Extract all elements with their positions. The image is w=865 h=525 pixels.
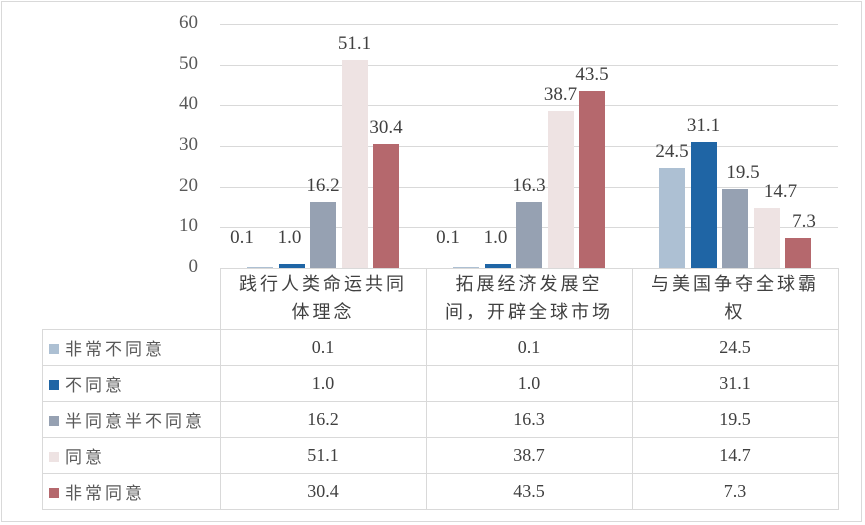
legend-entry: 非常不同意 xyxy=(42,329,221,366)
data-label: 38.7 xyxy=(543,83,578,105)
table-cell: 19.5 xyxy=(631,401,839,438)
bar-1 xyxy=(690,141,717,268)
y-tick-label: 60 xyxy=(179,12,198,33)
legend-entry: 半同意半不同意 xyxy=(42,401,221,438)
y-tick-label: 30 xyxy=(179,134,198,155)
bar-3 xyxy=(753,208,780,268)
table-row: 不同意 1.0 1.0 31.1 xyxy=(42,365,839,402)
gridline xyxy=(220,186,838,188)
table-cell: 14.7 xyxy=(631,437,839,474)
legend-entry: 同意 xyxy=(42,437,221,474)
bar-4 xyxy=(785,238,811,268)
data-label: 0.1 xyxy=(436,227,460,248)
bar-4 xyxy=(373,144,399,268)
data-label: 19.5 xyxy=(726,161,760,183)
data-label: 24.5 xyxy=(655,141,689,163)
gridline xyxy=(220,24,838,25)
table-row: 同意 51.1 38.7 14.7 xyxy=(42,437,839,474)
legend-swatch-icon xyxy=(49,344,59,354)
y-tick-label: 0 xyxy=(188,256,199,277)
table-row: 非常同意 30.4 43.5 7.3 xyxy=(42,473,839,510)
table-row: 半同意半不同意 16.2 16.3 19.5 xyxy=(42,401,839,438)
bar-1 xyxy=(484,263,511,268)
data-label: 0.1 xyxy=(230,227,254,248)
table-cell: 0.1 xyxy=(425,329,633,366)
bar-2 xyxy=(310,202,336,268)
bar-3 xyxy=(341,60,368,268)
table-cell: 43.5 xyxy=(425,473,633,510)
gridline xyxy=(220,146,838,147)
table-cell: 24.5 xyxy=(631,329,839,366)
gridline xyxy=(220,105,838,107)
legend-entry: 非常同意 xyxy=(42,473,221,510)
data-label: 14.7 xyxy=(763,181,798,203)
y-tick-label: 40 xyxy=(179,93,198,115)
y-tick-label: 50 xyxy=(179,52,198,74)
table-header-row: 践行人类命运共同 体理念 拓展经济发展空 间，开辟全球市场 与美国争夺全球霸权 xyxy=(42,268,839,330)
data-label: 51.1 xyxy=(337,33,372,55)
table-cell: 38.7 xyxy=(425,437,633,474)
data-label: 1.0 xyxy=(277,227,302,248)
bar-2 xyxy=(516,201,542,268)
legend-swatch-icon xyxy=(49,452,59,462)
table-cell: 7.3 xyxy=(631,473,839,510)
gridline xyxy=(220,64,838,66)
data-label: 43.5 xyxy=(575,64,609,86)
data-label: 7.3 xyxy=(792,211,816,233)
bar-4 xyxy=(579,91,605,268)
table-row: 非常不同意 0.1 0.1 24.5 xyxy=(42,329,839,366)
legend-swatch-icon xyxy=(49,488,59,498)
table-cell: 1.0 xyxy=(425,365,633,402)
bar-0 xyxy=(659,168,685,268)
legend-entry: 不同意 xyxy=(42,365,221,402)
data-label: 1.0 xyxy=(483,227,508,248)
y-tick-label: 10 xyxy=(179,215,198,237)
table-corner xyxy=(42,268,221,330)
table-cell: 0.1 xyxy=(219,329,427,366)
bar-3 xyxy=(547,110,574,268)
table-cell: 16.3 xyxy=(425,401,633,438)
y-tick-label: 20 xyxy=(179,174,198,196)
bar-0 xyxy=(453,267,479,268)
data-label: 30.4 xyxy=(369,117,403,139)
table-cell: 1.0 xyxy=(219,365,427,402)
bar-2 xyxy=(722,188,748,268)
data-label: 16.3 xyxy=(512,174,546,196)
category-header: 与美国争夺全球霸权 xyxy=(631,268,839,330)
table-cell: 51.1 xyxy=(219,437,427,474)
table-cell: 31.1 xyxy=(631,365,839,402)
data-table: 践行人类命运共同 体理念 拓展经济发展空 间，开辟全球市场 与美国争夺全球霸权非常不同意… xyxy=(42,268,839,510)
legend-swatch-icon xyxy=(49,416,59,426)
bar-0 xyxy=(247,267,273,268)
data-label: 16.2 xyxy=(306,175,340,197)
bar-1 xyxy=(278,263,305,268)
legend-swatch-icon xyxy=(49,380,59,390)
category-header: 拓展经济发展空 间，开辟全球市场 xyxy=(425,268,633,330)
table-cell: 16.2 xyxy=(219,401,427,438)
table-cell: 30.4 xyxy=(219,473,427,510)
data-label: 31.1 xyxy=(686,114,721,136)
category-header: 践行人类命运共同 体理念 xyxy=(219,268,427,330)
